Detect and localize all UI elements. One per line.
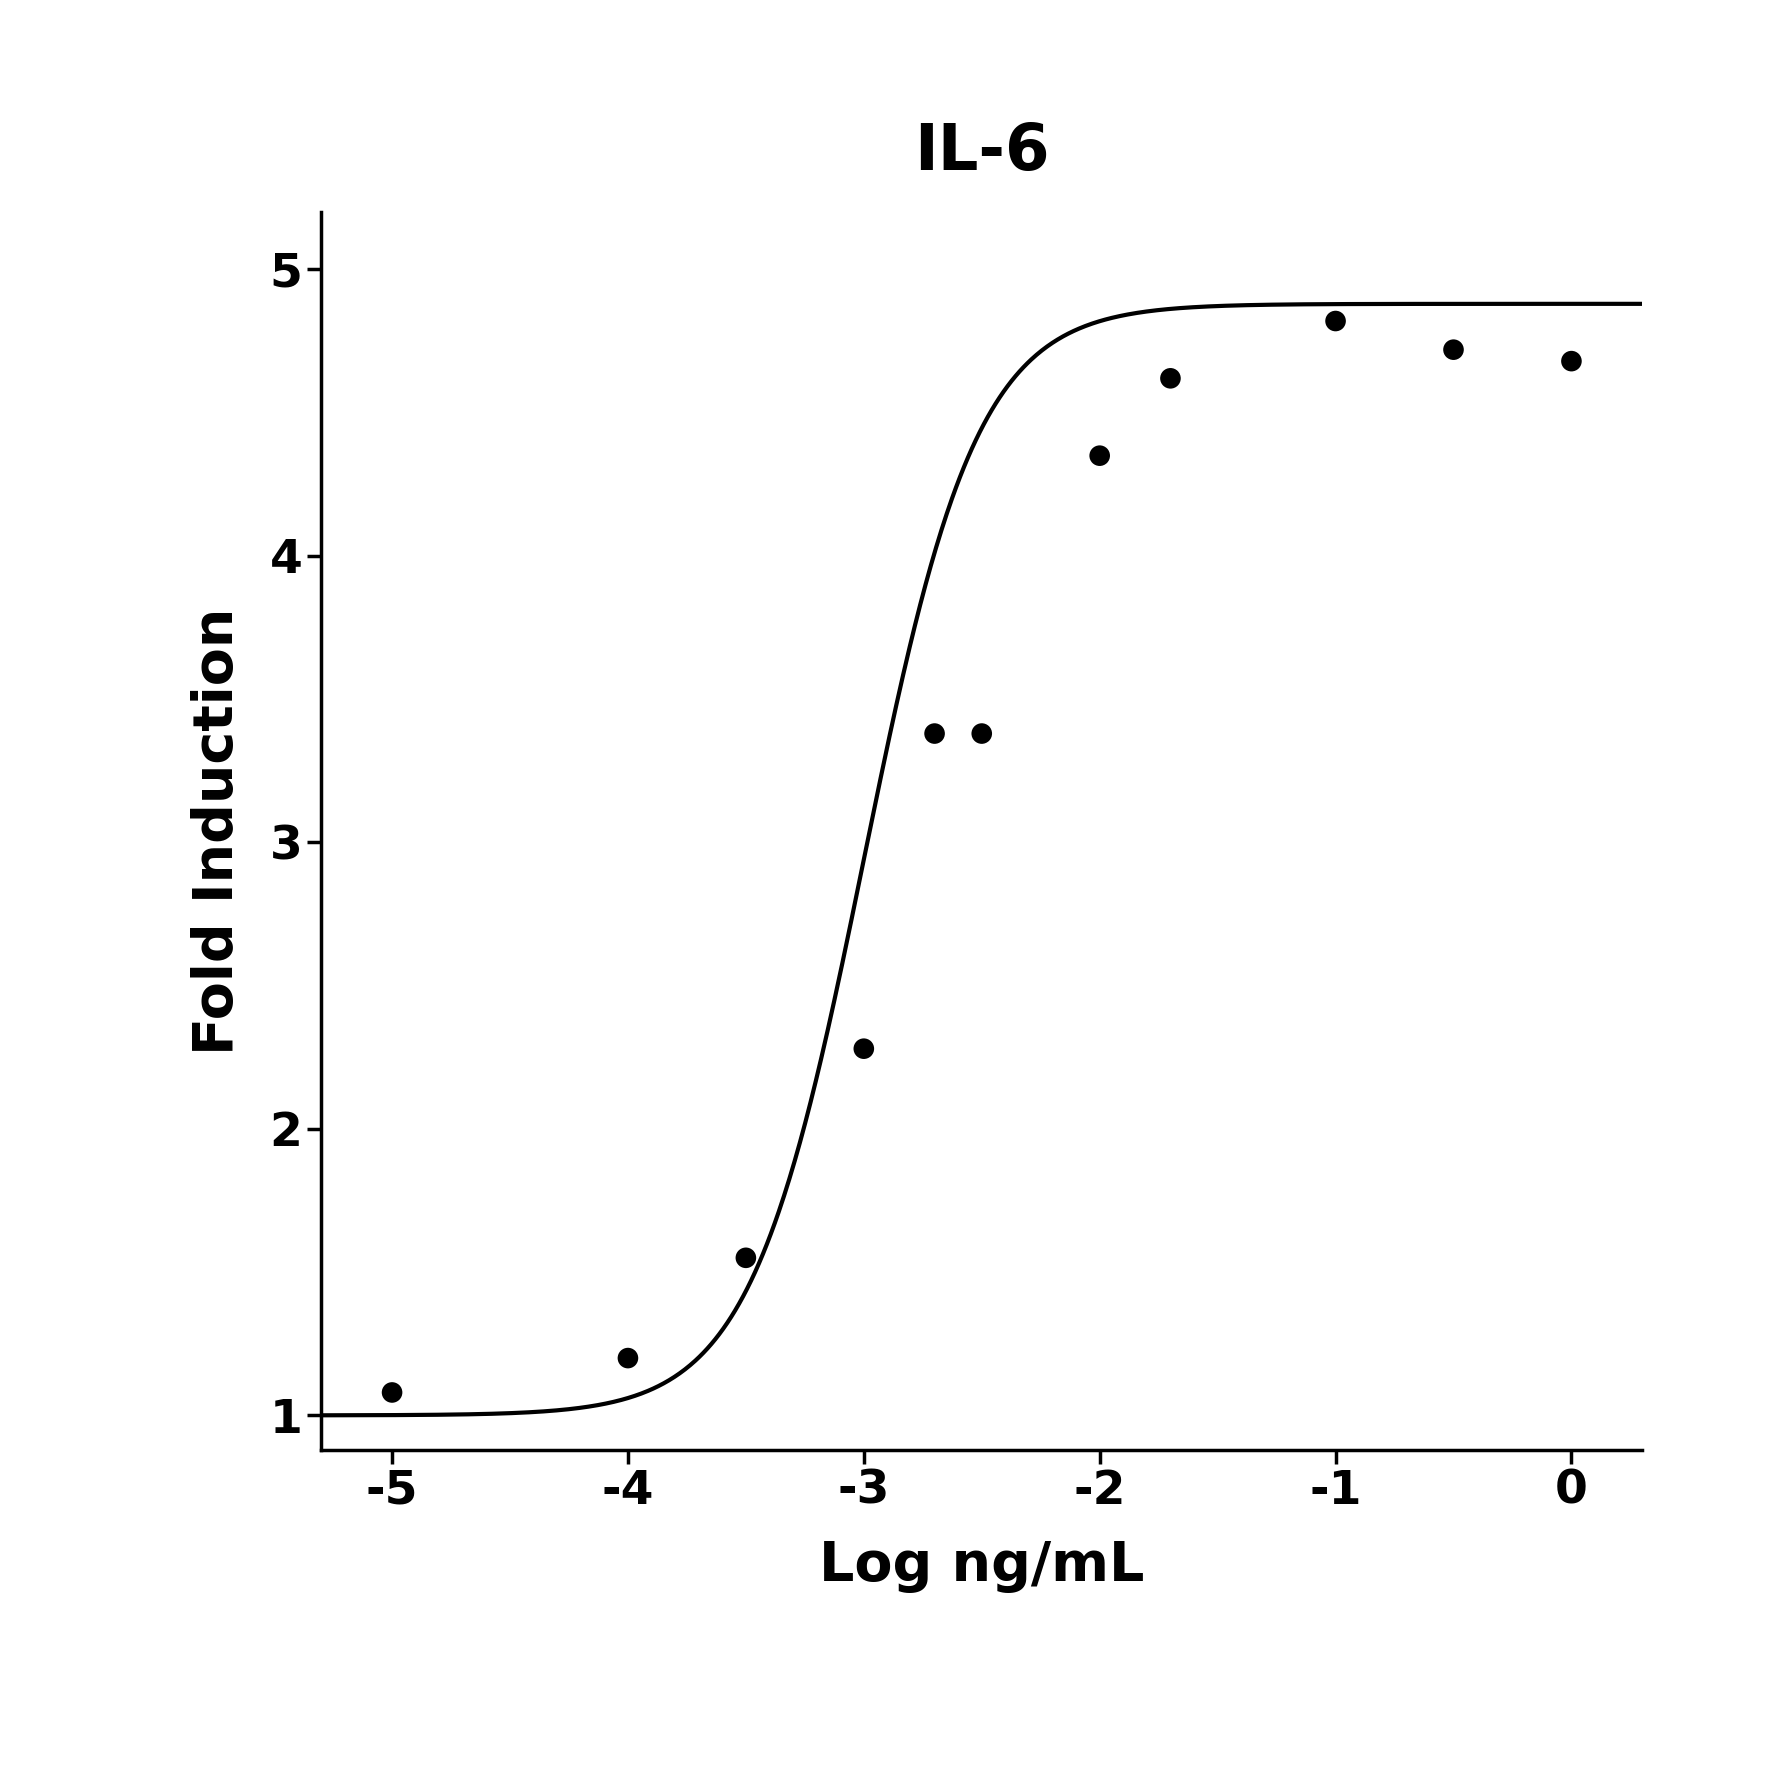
Point [921, 720, 950, 748]
Point [732, 1243, 760, 1271]
Point [850, 1034, 878, 1063]
Point [1557, 347, 1585, 375]
Point [378, 1379, 407, 1407]
Point [1085, 442, 1114, 470]
Point [1157, 364, 1185, 392]
Point [614, 1344, 643, 1372]
Point [1321, 308, 1349, 336]
Y-axis label: Fold Induction: Fold Induction [191, 606, 245, 1055]
Point [967, 720, 996, 748]
Title: IL-6: IL-6 [914, 122, 1050, 184]
Point [1439, 336, 1467, 364]
X-axis label: Log ng/mL: Log ng/mL [819, 1538, 1144, 1593]
